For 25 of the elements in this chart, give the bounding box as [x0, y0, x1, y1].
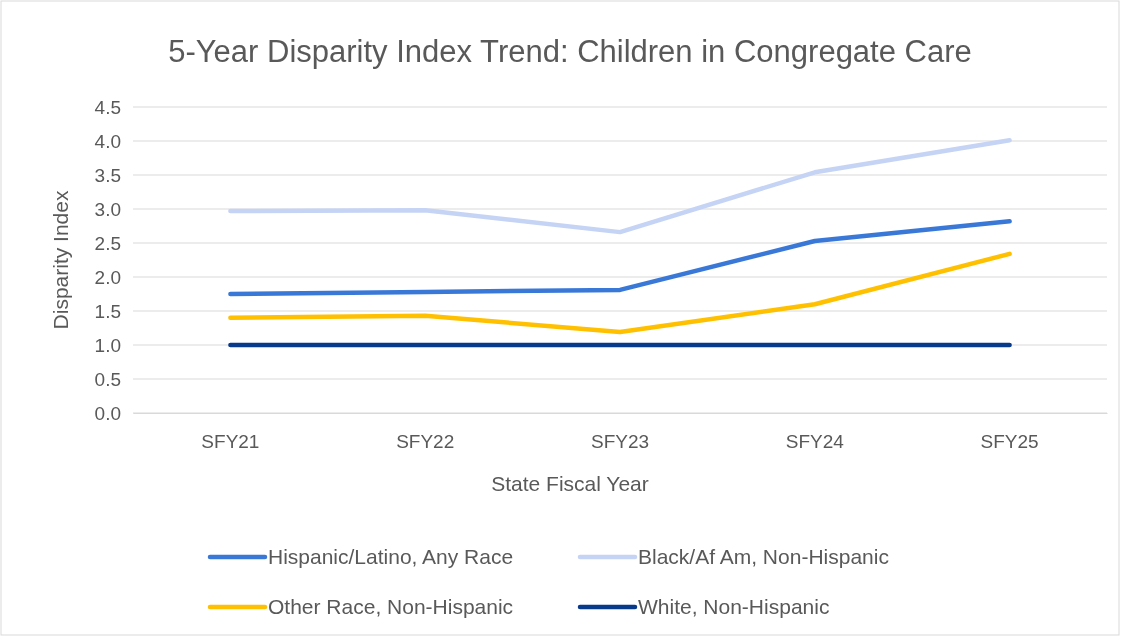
y-tick-label: 2.0 — [94, 266, 121, 288]
y-tick-label: 3.5 — [94, 164, 121, 186]
y-tick-label: 4.0 — [94, 130, 121, 152]
legend-label: Black/Af Am, Non-Hispanic — [638, 545, 889, 568]
x-axis-title: State Fiscal Year — [491, 472, 649, 495]
y-axis-title: Disparity Index — [49, 190, 72, 330]
line-series — [228, 251, 1012, 335]
legend-label: Other Race, Non-Hispanic — [268, 595, 514, 618]
x-tick-label: SFY22 — [396, 431, 455, 453]
y-tick-label: 1.5 — [94, 300, 121, 322]
y-tick-label: 2.5 — [94, 232, 121, 254]
y-tick-label: 4.5 — [94, 96, 121, 118]
x-tick-label: SFY23 — [590, 431, 650, 453]
y-tick-label: 0.0 — [94, 402, 121, 424]
x-tick-label: SFY24 — [785, 431, 845, 453]
line-series — [228, 138, 1012, 235]
legend-label: Hispanic/Latino, Any Race — [268, 545, 514, 568]
y-tick-label: 0.5 — [94, 368, 121, 390]
x-tick-label: SFY21 — [201, 431, 260, 453]
x-tick-label: SFY25 — [980, 431, 1039, 453]
chart-title: 5-Year Disparity Index Trend: Children in Congregate Care — [168, 34, 972, 69]
legend-label: White, Non-Hispanic — [638, 595, 830, 618]
line-series — [228, 218, 1012, 297]
y-tick-label: 1.0 — [94, 334, 121, 356]
y-tick-label: 3.0 — [94, 198, 121, 220]
